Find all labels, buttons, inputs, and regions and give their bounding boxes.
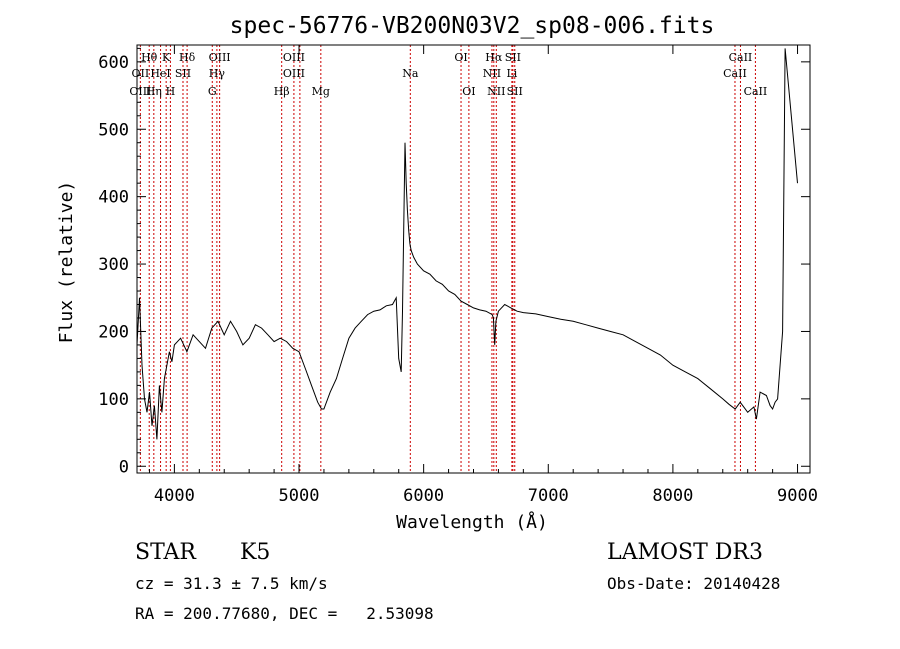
- spectral-line-label: NII: [483, 67, 501, 80]
- plot-frame: [136, 44, 811, 474]
- observation-date: Obs-Date: 20140428: [607, 574, 780, 593]
- survey-name: LAMOST DR3: [607, 540, 763, 565]
- redshift-text: cz = 31.3 ± 7.5 km/s: [135, 574, 328, 593]
- y-axis-label: Flux (relative): [56, 181, 77, 344]
- spectral-line-label: K: [162, 51, 171, 64]
- spectral-line-label: OIII: [283, 67, 305, 80]
- x-tick-label: 8000: [652, 486, 693, 506]
- spectral-line-label: NII: [487, 85, 505, 98]
- spectral-line-label: Na: [402, 67, 419, 80]
- y-tick-label: 600: [98, 53, 129, 73]
- coordinates-text: RA = 200.77680, DEC = 2.53098: [135, 604, 434, 623]
- spectral-line-label: Mg: [312, 85, 330, 98]
- object-subclass: K5: [240, 540, 270, 565]
- y-tick-label: 400: [98, 188, 129, 208]
- x-tick-label: 9000: [777, 486, 818, 506]
- spectral-line-label: H: [166, 85, 176, 98]
- spectral-line-label: G: [208, 85, 217, 98]
- y-tick-label: 200: [98, 322, 129, 342]
- spectral-line-label: Li: [506, 67, 517, 80]
- x-axis-ticks: 4000 5000 6000 7000 8000 9000: [148, 45, 818, 506]
- spectral-line-label: OIII: [209, 51, 231, 64]
- spectral-line-label: Hγ: [209, 67, 226, 80]
- spectral-line-label: OI: [454, 51, 467, 64]
- x-tick-label: 5000: [279, 486, 320, 506]
- spectral-line-label: Hη: [146, 85, 162, 98]
- y-axis-ticks: 0 100 200 300 400 500 600: [98, 47, 810, 477]
- flux-line: [136, 48, 798, 440]
- spectral-line-label: CaII: [723, 67, 747, 80]
- spectral-line-label: Hα: [485, 51, 503, 64]
- y-tick-label: 300: [98, 255, 129, 275]
- spectral-line-label: SII: [505, 51, 521, 64]
- spectral-line-label: Hθ: [141, 51, 158, 64]
- x-tick-label: 7000: [528, 486, 569, 506]
- y-tick-label: 0: [119, 457, 129, 477]
- spectral-line-label: HeI: [150, 67, 170, 80]
- spectral-line-label: OIII: [129, 85, 151, 98]
- y-tick-label: 500: [98, 120, 129, 140]
- spectral-line-label: CaII: [729, 51, 753, 64]
- x-tick-label: 6000: [403, 486, 444, 506]
- chart-title: spec-56776-VB200N03V2_sp08-006.fits: [230, 13, 715, 39]
- x-tick-label: 4000: [154, 486, 195, 506]
- flux-series: [136, 48, 798, 440]
- spectral-line-label: CaII: [744, 85, 768, 98]
- spectral-line-label: OI: [462, 85, 475, 98]
- spectral-line-label: Hδ: [179, 51, 196, 64]
- spectral-line-label: Hβ: [274, 85, 290, 98]
- spectral-line-label: SII: [507, 85, 523, 98]
- spectral-line-label: OII: [132, 67, 150, 80]
- spectral-line-label: SII: [175, 67, 191, 80]
- spectral-line-label: OIII: [283, 51, 305, 64]
- y-tick-label: 100: [98, 390, 129, 410]
- x-axis-label: Wavelength (Å): [396, 511, 548, 533]
- spectral-line-markers: [139, 45, 756, 473]
- object-class: STAR: [135, 540, 197, 565]
